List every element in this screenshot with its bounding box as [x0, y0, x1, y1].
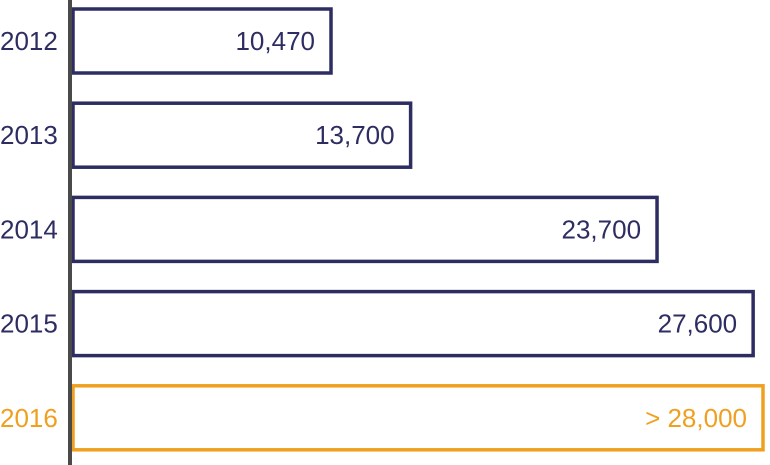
- bar-2015: [71, 289, 755, 358]
- value-label-2012: 10,470: [235, 26, 315, 56]
- category-label-2014: 2014: [0, 214, 58, 244]
- bars-layer: [71, 7, 765, 452]
- value-label-2015: 27,600: [658, 309, 738, 339]
- category-label-2016: 2016: [0, 403, 58, 433]
- value-label-2016: > 28,000: [645, 403, 747, 433]
- bar-2012: [71, 7, 333, 75]
- labels-layer: 2012 10,470 2013 13,700 2014 23,700 2015 27,600…: [0, 26, 747, 433]
- bar-2014: [71, 195, 659, 264]
- bar-2016: [71, 384, 765, 452]
- value-label-2013: 13,700: [315, 120, 395, 150]
- value-label-2014: 23,700: [562, 214, 642, 244]
- category-label-2013: 2013: [0, 120, 58, 150]
- category-label-2015: 2015: [0, 309, 58, 339]
- category-label-2012: 2012: [0, 26, 58, 56]
- bar-2013: [71, 101, 413, 169]
